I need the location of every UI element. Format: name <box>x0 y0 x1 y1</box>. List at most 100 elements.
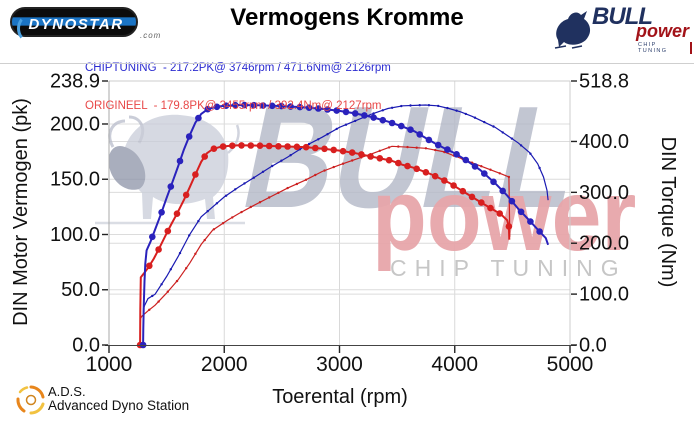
header-divider <box>0 63 694 64</box>
curve-marker <box>499 187 507 195</box>
curve-marker <box>304 178 308 181</box>
curve-marker <box>517 208 525 216</box>
curve-marker <box>192 171 199 178</box>
y-left-tick-label: 238.9 <box>50 71 100 93</box>
curve-marker <box>473 116 477 119</box>
curve-marker <box>231 216 234 219</box>
bull-brand-text: BULL <box>592 3 653 30</box>
curve-marker <box>212 228 216 231</box>
legend-chiptuning: CHIPTUNING - 217.2PK@ 3746rpm / 471.6Nm@… <box>85 62 391 74</box>
curve-marker <box>471 163 479 170</box>
curve-marker <box>481 170 488 177</box>
curve-marker <box>407 126 414 133</box>
curve-marker <box>424 147 428 150</box>
curve-marker <box>536 228 543 235</box>
curve-marker <box>166 290 169 293</box>
curve-marker <box>160 283 163 286</box>
y-right-tick-label: 400.0 <box>579 131 629 153</box>
bull-sketch-watermark <box>95 114 245 225</box>
curve-marker <box>489 168 492 171</box>
curve-marker <box>240 210 243 214</box>
x-tick-label: 1000 <box>86 353 133 376</box>
curve-marker <box>478 199 485 206</box>
curve-marker <box>416 131 424 138</box>
curve-marker <box>496 210 504 217</box>
curve-marker <box>169 268 172 271</box>
bull-power-text: power <box>636 21 690 41</box>
curve-marker <box>487 204 494 212</box>
curve-marker <box>333 107 341 114</box>
curve-marker <box>243 182 246 185</box>
curve-marker <box>195 114 202 122</box>
bull-tail <box>227 124 240 154</box>
curve-marker <box>498 172 501 175</box>
curve-marker <box>510 137 514 140</box>
curve-marker <box>507 175 511 179</box>
curve-marker <box>250 101 258 109</box>
curve-marker <box>167 183 175 190</box>
curve-marker <box>395 159 402 167</box>
curve-marker <box>305 104 313 111</box>
curve-marker <box>351 159 354 162</box>
curve-marker <box>358 151 365 158</box>
bull-silhouette-icon <box>554 11 591 49</box>
curve-marker <box>149 233 156 241</box>
y-axis-right-title: DIN Torque (Nm) <box>657 137 679 288</box>
curve-marker <box>387 146 391 149</box>
curve-marker <box>164 227 172 235</box>
chart-legend: CHIPTUNING - 217.2PK@ 3746rpm / 471.6Nm@… <box>85 37 391 137</box>
curve-marker <box>422 169 430 176</box>
curve-marker <box>173 210 181 217</box>
page-title: Vermogens Kromme <box>230 4 464 31</box>
curve-marker <box>296 103 304 111</box>
curve-marker <box>335 127 338 131</box>
curve-marker <box>241 101 248 109</box>
curve-marker <box>404 162 411 170</box>
curve-marker <box>348 149 356 156</box>
curve-marker <box>330 146 338 154</box>
curve-marker <box>175 279 179 283</box>
curve-marker <box>203 238 206 242</box>
y-right-tick-label: 300.0 <box>579 182 629 204</box>
y-left-tick-label: 0.0 <box>72 335 100 357</box>
curve-marker <box>446 106 449 110</box>
ads-abbr: A.D.S. <box>48 384 86 399</box>
curve-marker <box>197 219 200 223</box>
ads-name: Advanced Dyno Station <box>48 398 190 413</box>
curve-marker <box>508 197 516 205</box>
curve-marker <box>519 144 523 147</box>
curve-marker <box>367 153 374 160</box>
x-tick-label: 3000 <box>316 353 363 376</box>
chart-curves <box>136 101 550 349</box>
curve-marker <box>256 142 264 149</box>
dynostar-arc-icon <box>17 15 39 42</box>
bullpower-logo: BULL power CHIP TUNING <box>552 3 692 54</box>
curve-marker <box>219 143 227 150</box>
curve-marker <box>406 145 409 149</box>
curve-marker <box>441 177 448 184</box>
curve-marker <box>444 146 451 153</box>
curve-marker <box>434 148 437 152</box>
curve-marker <box>307 142 311 146</box>
curve-marker <box>372 112 375 115</box>
curve-marker <box>378 149 381 152</box>
curve-marker <box>323 169 326 172</box>
curve-marker <box>339 147 347 155</box>
curve-marker <box>222 102 230 109</box>
curve-marker <box>381 109 384 112</box>
curve-marker <box>315 105 322 112</box>
y-right-tick-label: 518.8 <box>579 71 629 93</box>
curve-marker <box>501 131 504 134</box>
curve-marker <box>221 222 225 225</box>
y-axis-left-title: DIN Motor Vermogen (pk) <box>10 98 32 326</box>
curve-marker <box>280 159 283 162</box>
curve-marker <box>418 104 421 107</box>
curve-marker <box>398 122 405 130</box>
y-left-tick-label: 50.0 <box>61 279 100 301</box>
y-right-tick-label: 0.0 <box>579 335 607 357</box>
curve-marker <box>431 172 439 180</box>
curve-marker <box>385 156 393 164</box>
curve-marker <box>238 142 245 149</box>
curve-marker <box>289 154 292 157</box>
